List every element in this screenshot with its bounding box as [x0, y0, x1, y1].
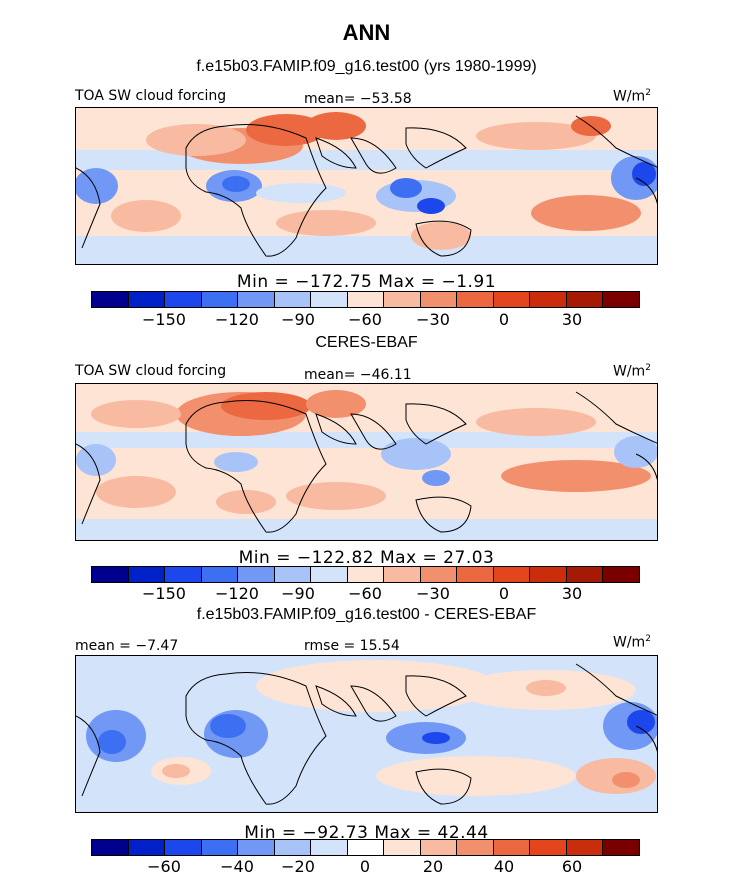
panel-3-swatch	[128, 840, 166, 855]
panel-1-tick: −60	[348, 310, 382, 329]
panel-3-swatch	[165, 840, 202, 855]
panel-1-map	[75, 107, 658, 265]
panel-2-swatch	[420, 567, 458, 582]
panel-2-tick: 30	[561, 584, 583, 603]
panel-3-swatch	[420, 840, 458, 855]
panel-1-swatch	[457, 292, 494, 307]
panel-1-tick: −90	[281, 310, 315, 329]
panel-3-tick: −40	[220, 857, 254, 876]
panel-1-swatch	[128, 292, 166, 307]
panel-3-swatch	[603, 840, 639, 855]
panel-1-swatch	[238, 292, 275, 307]
panel-3-swatch	[457, 840, 494, 855]
panel-1-swatch	[603, 292, 639, 307]
panel-1-tick: −150	[142, 310, 186, 329]
panel-2-tick: −60	[348, 584, 382, 603]
panel-1-swatch	[530, 292, 567, 307]
panel-3-minmax: Min = −92.73 Max = 42.44	[244, 823, 489, 843]
panel-1-tick: −120	[215, 310, 259, 329]
panel-1-tick: 0	[498, 310, 510, 329]
panel-3-swatch	[530, 840, 567, 855]
panel-1-field-label: TOA SW cloud forcing	[75, 88, 227, 104]
panel-1-units: W/m2	[613, 88, 651, 105]
panel-3-tick: 40	[493, 857, 515, 876]
panel-3-mean-label: mean = −7.47	[75, 638, 179, 654]
panel-2-swatch	[384, 567, 421, 582]
panel-2-units: W/m2	[613, 363, 651, 380]
panel-1-swatch	[274, 292, 312, 307]
panel-2-title: CERES-EBAF	[315, 334, 418, 351]
panel-3-tick: 20	[422, 857, 444, 876]
panel-2-swatch	[201, 567, 239, 582]
panel-1-title: f.e15b03.FAMIP.f09_g16.test00 (yrs 1980-…	[196, 58, 537, 75]
panel-2-tick: −30	[416, 584, 450, 603]
panel-3-swatch	[566, 840, 604, 855]
panel-3-rmse-label: rmse = 15.54	[304, 638, 400, 654]
panel-1-swatch	[566, 292, 604, 307]
panel-2-swatch	[165, 567, 202, 582]
panel-2-swatch	[238, 567, 275, 582]
panel-2-swatch	[128, 567, 166, 582]
panel-1-swatch	[165, 292, 202, 307]
panel-3-tick: 60	[561, 857, 583, 876]
panel-2-tick: −120	[215, 584, 259, 603]
panel-3-swatch	[92, 840, 129, 855]
panel-2-tick: −90	[281, 584, 315, 603]
panel-2-swatch	[274, 567, 312, 582]
panel-1-swatch	[201, 292, 239, 307]
panel-1-tick: 30	[561, 310, 583, 329]
panel-3-swatch	[238, 840, 275, 855]
panel-1-mean-label: mean= −53.58	[304, 91, 412, 107]
panel-1-swatch	[311, 292, 348, 307]
panel-2-swatch	[347, 567, 385, 582]
panel-3-swatch	[347, 840, 385, 855]
panel-3-tick: −20	[281, 857, 315, 876]
panel-2-minmax: Min = −122.82 Max = 27.03	[238, 548, 495, 568]
panel-3-swatch	[384, 840, 421, 855]
panel-2-field-label: TOA SW cloud forcing	[75, 363, 227, 379]
panel-3-tick: 0	[359, 857, 371, 876]
panel-2-map	[75, 383, 658, 541]
panel-3-units: W/m2	[613, 634, 651, 651]
panel-2-swatch	[457, 567, 494, 582]
panel-3-colorbar	[91, 839, 640, 856]
panel-1-swatch	[347, 292, 385, 307]
panel-3-swatch	[201, 840, 239, 855]
panel-3-tick: −60	[147, 857, 181, 876]
panel-3-swatch	[493, 840, 531, 855]
panel-1-swatch	[92, 292, 129, 307]
panel-2-swatch	[530, 567, 567, 582]
panel-2-swatch	[566, 567, 604, 582]
panel-1-minmax: Min = −172.75 Max = −1.91	[236, 272, 497, 292]
main-title: ANN	[342, 20, 391, 45]
panel-2-swatch	[92, 567, 129, 582]
panel-3-swatch	[311, 840, 348, 855]
panel-2-tick: −150	[142, 584, 186, 603]
panel-3-map	[75, 655, 658, 813]
panel-3-title: f.e15b03.FAMIP.f09_g16.test00 - CERES-EB…	[196, 606, 537, 623]
panel-2-colorbar	[91, 566, 640, 583]
panel-1-colorbar	[91, 291, 640, 308]
panel-2-tick: 0	[498, 584, 510, 603]
panel-2-swatch	[603, 567, 639, 582]
panel-3-swatch	[274, 840, 312, 855]
panel-1-swatch	[384, 292, 421, 307]
panel-1-tick: −30	[416, 310, 450, 329]
panel-1-swatch	[493, 292, 531, 307]
panel-2-mean-label: mean= −46.11	[304, 367, 412, 383]
panel-2-swatch	[493, 567, 531, 582]
panel-2-swatch	[311, 567, 348, 582]
panel-1-swatch	[420, 292, 458, 307]
